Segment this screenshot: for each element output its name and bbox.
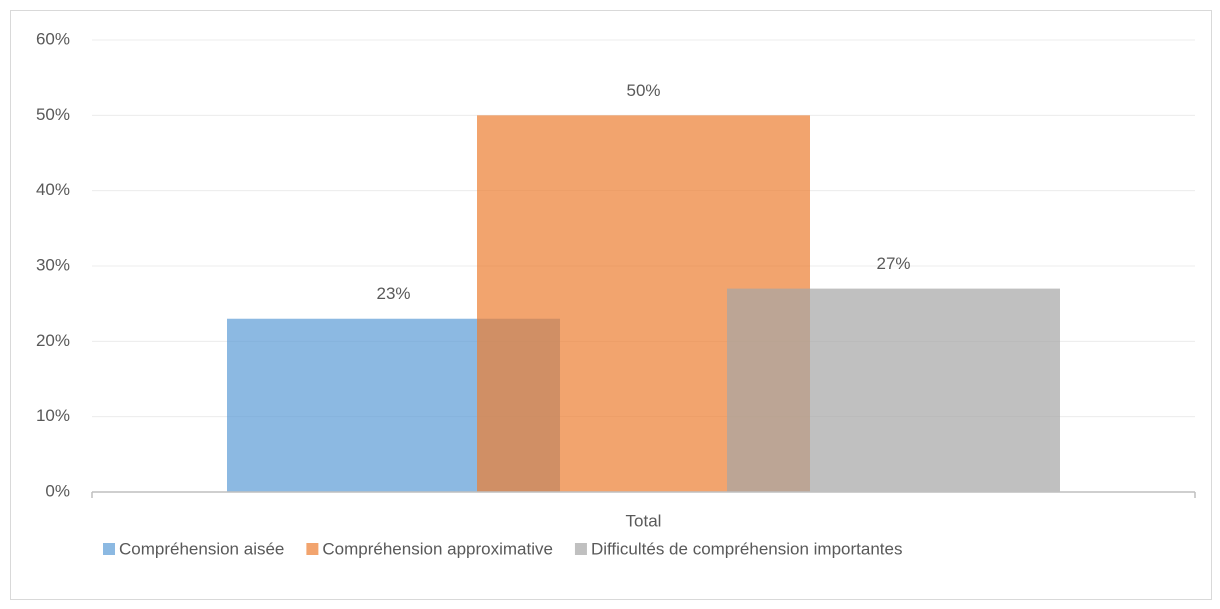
legend-label: Compréhension approximative — [322, 539, 553, 558]
legend-label: Compréhension aisée — [119, 539, 284, 558]
y-tick-label: 20% — [36, 331, 70, 350]
bar — [727, 288, 1060, 492]
legend-label: Difficultés de compréhension importantes — [591, 539, 903, 558]
y-tick-label: 40% — [36, 180, 70, 199]
y-tick-label: 30% — [36, 255, 70, 274]
data-label: 27% — [876, 254, 910, 273]
y-tick-label: 60% — [36, 29, 70, 48]
y-tick-label: 0% — [45, 481, 70, 500]
data-label: 50% — [626, 81, 660, 100]
legend-swatch — [574, 543, 587, 555]
legend-swatch — [306, 543, 319, 555]
y-tick-label: 50% — [36, 105, 70, 124]
y-tick-label: 10% — [36, 406, 70, 425]
legend-swatch — [103, 543, 115, 555]
x-tick-label: Total — [626, 511, 662, 530]
data-label: 23% — [376, 284, 410, 303]
